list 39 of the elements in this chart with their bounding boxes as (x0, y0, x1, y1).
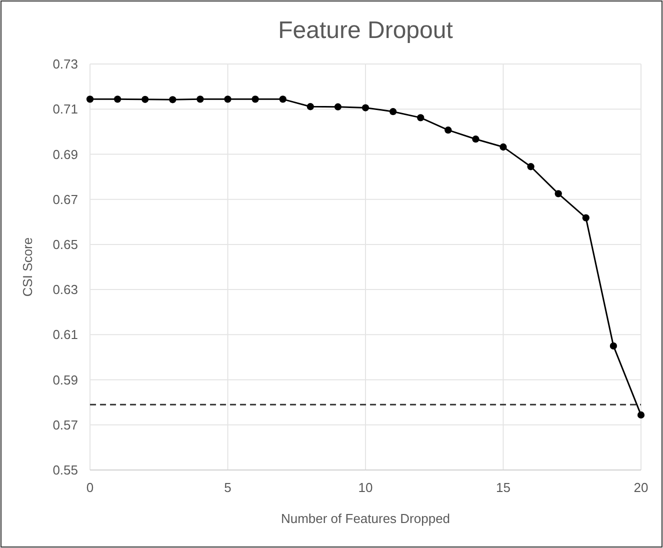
x-tick-label: 10 (358, 480, 373, 495)
point (169, 96, 176, 104)
point (500, 143, 507, 151)
x-tick-label: 20 (634, 480, 648, 495)
point (417, 114, 424, 122)
y-tick-label: 0.71 (52, 102, 78, 117)
point (252, 96, 259, 103)
y-tick-label: 0.65 (52, 236, 78, 252)
point (444, 126, 452, 134)
point (362, 104, 370, 112)
chart-title: Feature Dropout (278, 17, 454, 44)
point (114, 96, 122, 103)
point (637, 411, 645, 419)
y-tick-label: 0.69 (52, 146, 78, 162)
x-tick-label: 5 (224, 480, 232, 495)
x-axis-title: Number of Features Dropped (280, 511, 450, 526)
x-tick-label: 15 (496, 480, 510, 495)
y-tick-label: 0.55 (52, 462, 78, 478)
point (334, 103, 342, 110)
x-tick-label: 0 (86, 480, 94, 495)
point (142, 96, 149, 103)
point (196, 96, 204, 103)
point (224, 96, 232, 103)
point (472, 136, 480, 143)
point (582, 214, 590, 222)
point (389, 108, 397, 116)
y-tick-label: 0.67 (52, 192, 78, 207)
y-axis-title: CSI Score (20, 237, 35, 297)
point (554, 190, 562, 198)
point (527, 163, 534, 170)
y-tick-label: 0.73 (52, 56, 78, 72)
y-tick-label: 0.61 (52, 327, 78, 342)
point (306, 103, 314, 110)
point (279, 96, 286, 103)
point (86, 96, 94, 103)
point (610, 342, 618, 350)
y-tick-label: 0.57 (52, 417, 78, 432)
y-tick-label: 0.63 (52, 282, 78, 298)
y-tick-label: 0.59 (52, 372, 78, 388)
